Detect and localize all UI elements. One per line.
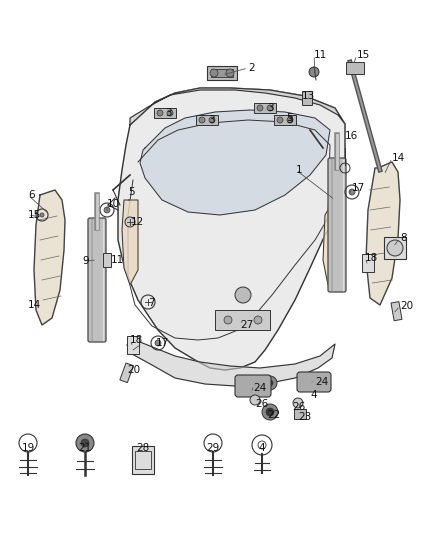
Bar: [135, 451, 151, 469]
Circle shape: [266, 408, 274, 416]
Bar: [384, 237, 406, 259]
Circle shape: [267, 380, 273, 386]
Text: 4: 4: [310, 390, 317, 400]
Polygon shape: [366, 162, 400, 305]
Circle shape: [167, 110, 173, 116]
Text: 24: 24: [253, 383, 266, 393]
Text: 14: 14: [392, 153, 405, 163]
Circle shape: [155, 340, 161, 346]
Text: 26: 26: [255, 399, 268, 409]
Text: 5: 5: [286, 113, 293, 123]
Circle shape: [387, 240, 403, 256]
Text: 12: 12: [131, 217, 144, 227]
Circle shape: [210, 69, 218, 77]
Text: 9: 9: [82, 256, 88, 266]
Circle shape: [199, 117, 205, 123]
Bar: [362, 254, 374, 272]
Circle shape: [125, 217, 135, 227]
Polygon shape: [118, 88, 345, 370]
FancyBboxPatch shape: [88, 218, 106, 342]
Circle shape: [262, 404, 278, 420]
Circle shape: [157, 110, 163, 116]
Circle shape: [40, 213, 44, 217]
Text: 7: 7: [148, 298, 155, 308]
Circle shape: [104, 207, 110, 213]
Text: 22: 22: [267, 410, 280, 420]
Text: 15: 15: [357, 50, 370, 60]
Circle shape: [309, 67, 319, 77]
Bar: [132, 446, 154, 474]
Bar: [207, 66, 237, 80]
Text: 18: 18: [130, 335, 143, 345]
Bar: [254, 103, 276, 113]
Bar: [294, 409, 306, 419]
Bar: [391, 302, 402, 321]
Circle shape: [257, 105, 263, 111]
Bar: [196, 115, 218, 125]
Text: 27: 27: [240, 320, 253, 330]
Circle shape: [226, 69, 234, 77]
FancyBboxPatch shape: [328, 158, 346, 292]
Circle shape: [81, 439, 89, 447]
FancyBboxPatch shape: [297, 372, 331, 392]
Bar: [274, 115, 296, 125]
Text: 21: 21: [78, 443, 92, 453]
Text: 11: 11: [314, 50, 327, 60]
Circle shape: [263, 376, 277, 390]
Text: 20: 20: [400, 301, 413, 311]
Polygon shape: [122, 200, 138, 285]
Bar: [211, 69, 233, 77]
Text: 15: 15: [28, 210, 41, 220]
Circle shape: [209, 117, 215, 123]
Text: 13: 13: [302, 91, 315, 101]
Text: 17: 17: [156, 338, 169, 348]
Text: 14: 14: [28, 300, 41, 310]
Text: 19: 19: [21, 443, 35, 453]
Text: 17: 17: [352, 183, 365, 193]
Bar: [346, 62, 364, 74]
Circle shape: [293, 398, 303, 408]
Text: 3: 3: [165, 108, 172, 118]
Text: 8: 8: [400, 233, 406, 243]
Bar: [127, 336, 139, 354]
Bar: [215, 310, 269, 330]
FancyBboxPatch shape: [235, 375, 271, 397]
Text: 16: 16: [345, 131, 358, 141]
Text: 24: 24: [315, 377, 328, 387]
Circle shape: [254, 316, 262, 324]
Bar: [103, 253, 111, 267]
Bar: [154, 108, 176, 118]
Circle shape: [267, 105, 273, 111]
Bar: [302, 91, 312, 105]
Text: 3: 3: [267, 103, 274, 113]
Circle shape: [224, 316, 232, 324]
Text: 1: 1: [296, 165, 303, 175]
Text: 2: 2: [248, 63, 254, 73]
Text: 5: 5: [128, 187, 134, 197]
Bar: [120, 363, 134, 383]
Circle shape: [76, 434, 94, 452]
Circle shape: [235, 287, 251, 303]
Text: 26: 26: [292, 402, 305, 412]
Polygon shape: [34, 190, 65, 325]
Text: 6: 6: [28, 190, 35, 200]
Text: 29: 29: [206, 443, 219, 453]
Text: 28: 28: [136, 443, 150, 453]
Text: 4: 4: [259, 443, 265, 453]
Text: 11: 11: [111, 255, 124, 265]
Text: 18: 18: [365, 253, 378, 263]
Circle shape: [287, 117, 293, 123]
Text: 10: 10: [107, 199, 120, 209]
Text: 20: 20: [127, 365, 140, 375]
Polygon shape: [323, 198, 338, 285]
Polygon shape: [140, 110, 330, 215]
Polygon shape: [130, 88, 345, 125]
Circle shape: [277, 117, 283, 123]
Text: 23: 23: [298, 412, 311, 422]
Text: 3: 3: [286, 115, 293, 125]
Circle shape: [349, 189, 355, 195]
Circle shape: [250, 395, 260, 405]
Text: 3: 3: [208, 115, 215, 125]
Polygon shape: [127, 340, 335, 386]
